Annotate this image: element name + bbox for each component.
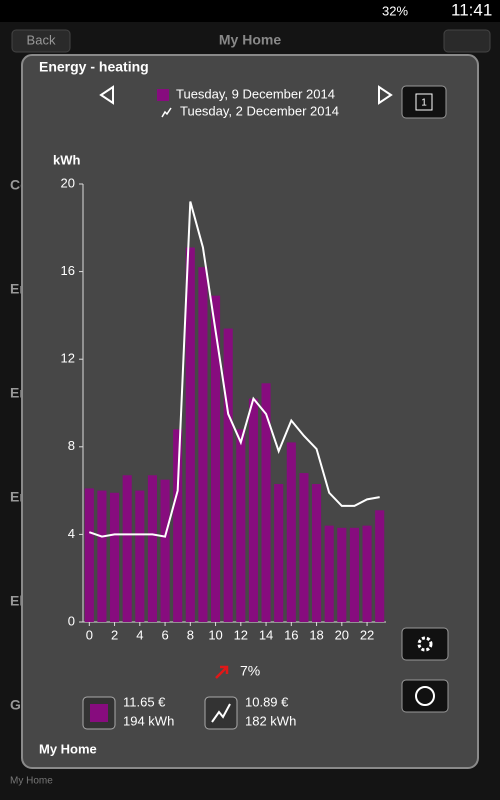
dialog-footer: My Home bbox=[39, 741, 97, 756]
bar bbox=[286, 442, 296, 622]
bar bbox=[97, 490, 107, 622]
menu-button[interactable] bbox=[443, 29, 491, 53]
x-tick-label: 12 bbox=[234, 627, 248, 642]
summary-swatch bbox=[90, 704, 108, 722]
battery: 32% bbox=[382, 3, 408, 18]
back-button[interactable] bbox=[11, 29, 71, 53]
y-tick-label: 0 bbox=[68, 613, 75, 628]
dialog-title: Energy - heating bbox=[39, 59, 149, 75]
x-tick-label: 8 bbox=[187, 627, 194, 642]
x-tick-label: 14 bbox=[259, 627, 273, 642]
bar bbox=[312, 484, 322, 622]
bar bbox=[185, 247, 195, 622]
gauge-icon bbox=[415, 686, 435, 706]
bar bbox=[261, 383, 271, 622]
bar bbox=[147, 475, 157, 622]
bar bbox=[173, 429, 183, 622]
prev-arrow[interactable] bbox=[99, 85, 114, 105]
x-tick-label: 4 bbox=[136, 627, 143, 642]
bar bbox=[211, 295, 221, 622]
bar bbox=[375, 510, 385, 622]
bar bbox=[84, 488, 94, 622]
bar bbox=[324, 525, 334, 622]
bar bbox=[337, 527, 347, 622]
calendar-icon bbox=[415, 93, 433, 111]
calendar-button[interactable] bbox=[401, 85, 447, 119]
summary-energy: 194 kWh bbox=[123, 713, 174, 728]
gauge-button[interactable] bbox=[401, 679, 449, 713]
background-footer: My Home bbox=[10, 776, 53, 787]
x-tick-label: 16 bbox=[284, 627, 298, 642]
x-tick-label: 10 bbox=[208, 627, 222, 642]
legend-swatch bbox=[157, 89, 169, 101]
background-item: El bbox=[10, 593, 23, 609]
bar bbox=[349, 527, 359, 622]
bar bbox=[274, 484, 284, 622]
x-tick-label: 18 bbox=[309, 627, 323, 642]
summary-cost: 10.89 € bbox=[245, 694, 289, 709]
bar bbox=[110, 492, 120, 622]
line bbox=[88, 201, 380, 538]
bar bbox=[160, 479, 170, 622]
trend-arrow bbox=[215, 665, 229, 679]
legend-label: Tuesday, 9 December 2014 bbox=[176, 86, 335, 101]
x-tick-label: 0 bbox=[86, 627, 93, 642]
back-label[interactable]: Back bbox=[27, 32, 56, 47]
line-icon bbox=[211, 703, 231, 723]
clock: 11:41 bbox=[451, 0, 492, 19]
bar bbox=[223, 328, 233, 622]
legend-label: Tuesday, 2 December 2014 bbox=[180, 103, 339, 118]
y-tick-label: 4 bbox=[68, 526, 75, 541]
x-tick-label: 2 bbox=[111, 627, 118, 642]
status-bar bbox=[0, 0, 500, 22]
y-axis-label: kWh bbox=[53, 152, 81, 167]
trend: 7% bbox=[240, 663, 260, 679]
x-tick-label: 20 bbox=[335, 627, 349, 642]
y-tick-label: 8 bbox=[68, 438, 75, 453]
summary-energy: 182 kWh bbox=[245, 713, 296, 728]
legend-line bbox=[161, 107, 172, 118]
summary-cost: 11.65 € bbox=[123, 694, 166, 709]
settings-button[interactable] bbox=[401, 627, 449, 661]
y-tick-label: 12 bbox=[61, 351, 75, 366]
bar bbox=[198, 267, 208, 622]
bar bbox=[135, 490, 145, 622]
next-arrow[interactable] bbox=[378, 85, 393, 105]
bar bbox=[236, 429, 246, 622]
bar bbox=[248, 398, 258, 622]
bar bbox=[122, 475, 132, 622]
bar bbox=[362, 525, 372, 622]
app-title: My Home bbox=[219, 32, 281, 48]
y-tick-label: 16 bbox=[61, 263, 75, 278]
bar bbox=[299, 473, 309, 622]
calendar-day: 1 bbox=[421, 98, 427, 109]
gear-icon bbox=[417, 636, 433, 652]
x-tick-label: 6 bbox=[161, 627, 168, 642]
y-tick-label: 20 bbox=[61, 175, 75, 190]
x-tick-label: 22 bbox=[360, 627, 374, 642]
